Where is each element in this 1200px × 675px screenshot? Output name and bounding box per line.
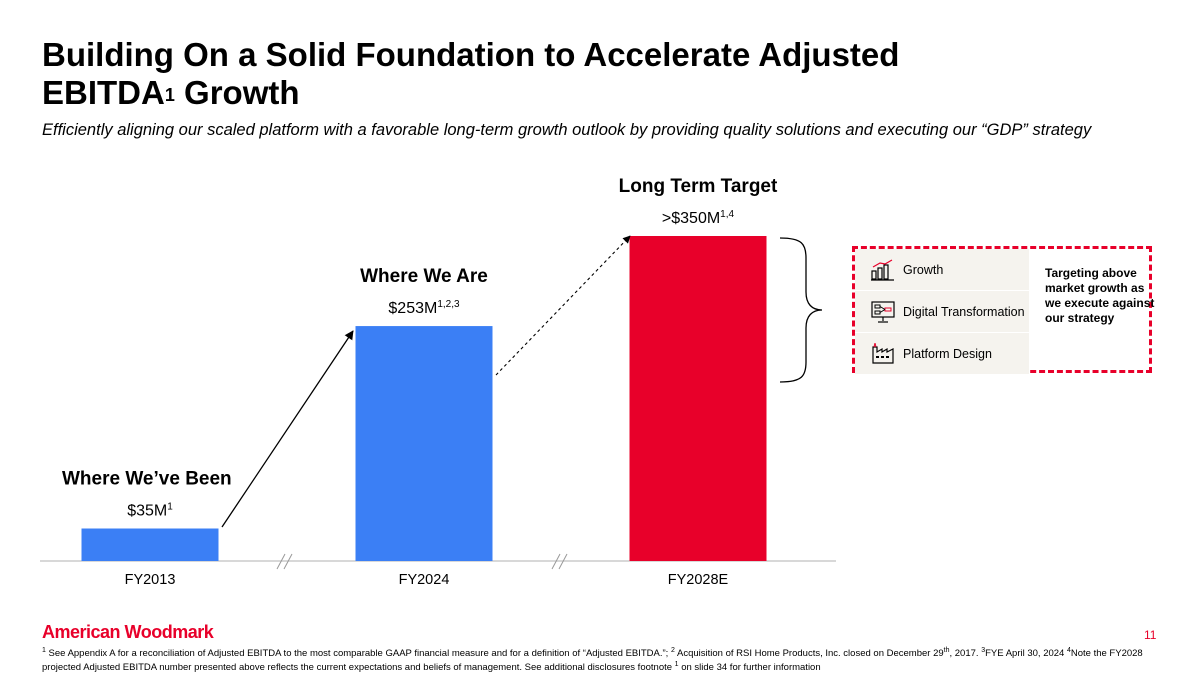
strategy-panel: Growth Digital Transformation Platform D… [852,246,1155,374]
axis-break-mark [283,553,293,570]
bar-heading: Where We’ve Been [62,469,232,490]
digital-transformation-icon [871,301,895,323]
bar-fy2024 [355,326,493,561]
footnote-marker: 2 [670,647,675,654]
footnote-2: Acquisition of RSI Home Products, Inc. c… [674,648,944,660]
bar-fy2028e [629,236,767,561]
strategy-item-label: Digital Transformation [903,305,1025,319]
bar-fy2013 [81,528,219,561]
bar-heading: Long Term Target [619,176,778,197]
page-subtitle: Efficiently aligning our scaled platform… [42,121,1092,139]
page-title: Building On a Solid Foundation to Accele… [42,36,1042,112]
footnote-5: on slide 34 for further information [678,662,821,674]
x-tick-label: FY2024 [399,572,450,588]
factory-icon [872,343,894,364]
growth-chart-icon [871,259,894,281]
strategy-item-digital-transformation: Digital Transformation [855,291,1029,332]
axis-break-mark [276,553,286,570]
axis-break-mark [558,553,568,570]
footnote-marker: 3 [981,647,986,654]
footnote-2-end: , 2017. [949,648,982,660]
footnote-marker: 1 [674,661,679,669]
page-number: 11 [1144,628,1157,642]
growth-arrow [221,330,354,528]
x-tick-label: FY2028E [668,572,729,588]
value-label: >$350M1,4 [662,209,735,227]
footnotes: 1 See Appendix A for a reconciliation of… [42,645,1162,673]
strategy-item-label: Growth [903,263,944,277]
footnote-1: See Appendix A for a reconciliation of A… [45,648,671,660]
title-footnote-marker: 1 [164,85,175,105]
footnote-4: Note the FY2028 projected Adjusted EBITD… [42,648,1143,674]
x-tick-label: FY2013 [125,572,176,588]
strategy-note: Targeting above market growth as we exec… [1045,266,1155,325]
strategy-item-label: Platform Design [903,347,992,361]
company-logo: American Woodmark [42,622,214,642]
footnote-marker: 4 [1066,647,1071,654]
title-line-1: Building On a Solid Foundation to Accele… [42,36,900,73]
bar-heading: Where We Are [360,266,488,287]
target-arrow [495,235,631,376]
value-label: $35M1 [127,502,173,520]
value-label: $253M1,2,3 [388,299,460,317]
axis-break-mark [551,553,561,570]
ordinal-suffix: th [943,647,950,654]
strategy-item-platform-design: Platform Design [855,333,1029,374]
right-brace [779,237,823,383]
title-line-2-end: Growth [174,74,300,111]
footnote-marker: 1 [42,647,46,654]
footnote-3: FYE April 30, 2024 [985,648,1067,660]
strategy-item-growth: Growth [855,249,1029,290]
title-line-2: EBITDA [42,74,165,111]
